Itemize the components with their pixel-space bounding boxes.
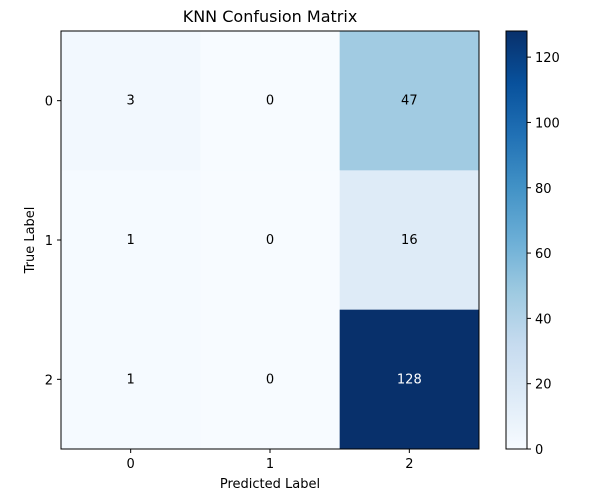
x-tick-label: 0 [127, 457, 135, 472]
colorbar-tick-label: 0 [535, 443, 543, 458]
x-tick-label: 2 [405, 457, 413, 472]
colorbar-tick-label: 120 [535, 51, 560, 66]
cell-value-label: 16 [401, 233, 418, 248]
cell-value-label: 1 [127, 233, 135, 248]
y-tick-label: 1 [45, 234, 53, 249]
x-axis: 0 1 2 [127, 449, 413, 472]
heatmap-cell [200, 31, 341, 171]
x-tick-label: 1 [266, 457, 274, 472]
heatmap-cell [61, 309, 201, 450]
heatmap-cell [61, 31, 201, 171]
heatmap-cell [200, 309, 341, 450]
heatmap-cell [339, 31, 480, 171]
chart-title: KNN Confusion Matrix [183, 7, 358, 26]
y-tick-label: 2 [45, 373, 53, 388]
heatmap-cell [61, 170, 201, 311]
y-axis-label: True Label [23, 207, 38, 275]
cell-value-label: 0 [266, 233, 274, 248]
heatmap-cell [339, 170, 480, 311]
cell-value-label: 3 [127, 94, 135, 109]
y-axis: 0 1 2 [45, 95, 61, 388]
cell-value-label: 0 [266, 372, 274, 387]
colorbar-ticks: 0 20 40 60 80 100 120 [527, 51, 560, 458]
colorbar [505, 30, 528, 450]
heatmap-cell [200, 170, 341, 311]
heatmap-cell [339, 309, 480, 450]
colorbar-tick-label: 20 [535, 378, 552, 393]
cell-value-label: 0 [266, 94, 274, 109]
x-axis-label: Predicted Label [220, 477, 320, 492]
colorbar-tick-label: 40 [535, 312, 552, 327]
cell-value-label: 1 [127, 372, 135, 387]
cell-value-label: 128 [397, 372, 422, 387]
y-tick-label: 0 [45, 95, 53, 110]
cell-value-label: 47 [401, 94, 418, 109]
colorbar-tick-label: 60 [535, 247, 552, 262]
colorbar-tick-label: 100 [535, 116, 560, 131]
colorbar-tick-label: 80 [535, 182, 552, 197]
heatmap-cells: 3 0 47 1 0 16 1 0 128 [61, 31, 480, 450]
